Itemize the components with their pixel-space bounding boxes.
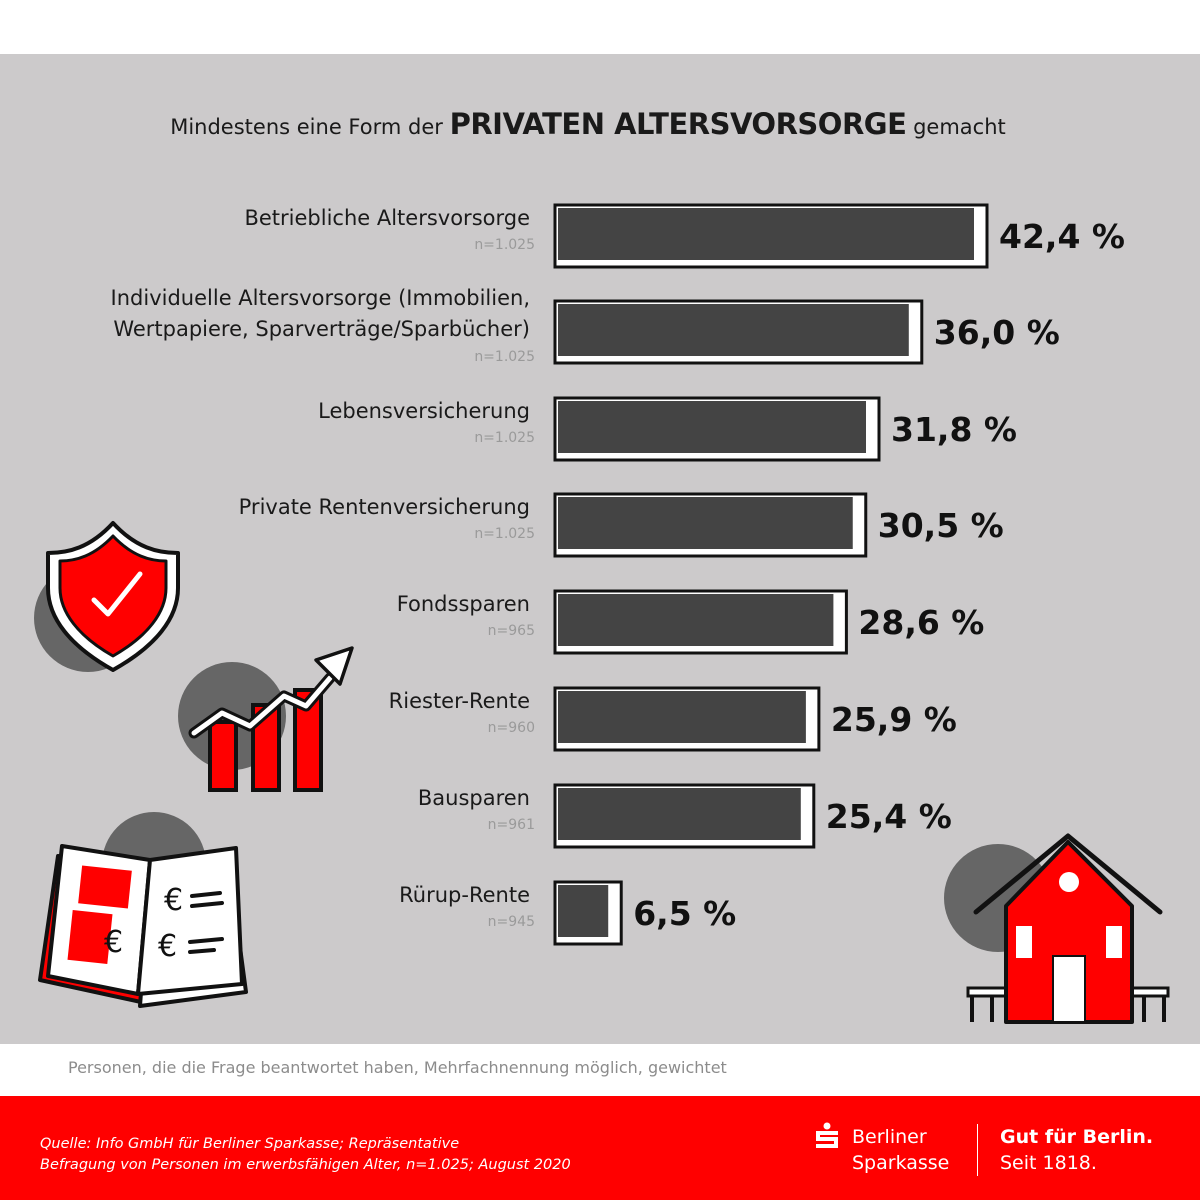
bar	[558, 208, 974, 260]
bar-group: 25,9 % Riester-Rente n=960	[389, 686, 957, 752]
house-icon	[944, 833, 1170, 1024]
svg-text:€: €	[104, 925, 123, 960]
brand-name: Berliner Sparkasse	[852, 1124, 949, 1176]
brand-line-1: Berliner	[852, 1126, 927, 1148]
footnote: Personen, die die Frage beantwortet habe…	[68, 1058, 727, 1077]
category-label: Individuelle Altersvorsorge (Immobilien,	[111, 286, 530, 310]
shield-check-icon	[34, 521, 180, 672]
bar-group: 6,5 % Rürup-Rente n=945	[399, 880, 736, 946]
category-label: Fondssparen	[397, 592, 530, 616]
svg-text:€: €	[158, 929, 177, 964]
slogan-line-2: Seit 1818.	[1000, 1152, 1097, 1174]
value-label: 25,4 %	[826, 797, 952, 836]
bar-group: 31,8 % Lebensversicherung n=1.025	[318, 396, 1017, 462]
bar-group: 36,0 % Individuelle Altersvorsorge (Immob…	[111, 286, 1060, 365]
category-label: Wertpapiere, Sparverträge/Sparbücher)	[113, 317, 530, 341]
bar-group: 30,5 % Private Rentenversicherung n=1.025	[239, 492, 1004, 558]
slogan-line-1: Gut für Berlin.	[1000, 1126, 1154, 1148]
sample-size-label: n=965	[488, 623, 535, 639]
value-label: 30,5 %	[878, 506, 1004, 545]
euro-book-icon: € € €	[38, 812, 248, 1008]
bar-group: 28,6 % Fondssparen n=965	[397, 589, 984, 655]
value-label: 42,4 %	[999, 217, 1125, 256]
bar-group: 42,4 % Betriebliche Altersvorsorge n=1.025	[244, 203, 1125, 269]
slogan: Gut für Berlin. Seit 1818.	[1000, 1124, 1153, 1176]
sample-size-label: n=961	[488, 817, 535, 833]
title-suffix: gemacht	[913, 115, 1006, 139]
title-prefix: Mindestens eine Form der	[170, 115, 443, 139]
bar	[558, 788, 801, 840]
category-label: Private Rentenversicherung	[239, 495, 530, 519]
value-label: 28,6 %	[858, 603, 984, 642]
footer-bar: Quelle: Info GmbH für Berliner Sparkasse…	[0, 1096, 1200, 1200]
category-label: Bausparen	[418, 786, 530, 810]
value-label: 25,9 %	[831, 700, 957, 739]
sparkasse-logo-icon	[816, 1122, 838, 1148]
svg-text:€: €	[164, 883, 183, 918]
bar	[558, 885, 609, 937]
category-label: Lebensversicherung	[318, 399, 530, 423]
bar	[558, 594, 834, 646]
bar	[558, 691, 806, 743]
category-label: Rürup-Rente	[399, 883, 530, 907]
bar	[558, 497, 853, 549]
bar	[558, 401, 866, 453]
sample-size-label: n=960	[488, 720, 535, 736]
sample-size-label: n=1.025	[474, 526, 535, 542]
brand-line-2: Sparkasse	[852, 1152, 950, 1174]
source-line-2: Befragung von Personen im erwerbsfähigen…	[40, 1157, 571, 1173]
value-label: 36,0 %	[934, 313, 1060, 352]
sample-size-label: n=1.025	[474, 430, 535, 446]
title-highlight: PRIVATEN ALTERSVORSORGE	[449, 107, 907, 141]
growth-chart-icon	[178, 646, 354, 792]
sample-size-label: n=1.025	[474, 349, 535, 365]
source-text: Quelle: Info GmbH für Berliner Sparkasse…	[40, 1134, 571, 1176]
category-label: Riester-Rente	[389, 689, 530, 713]
category-label: Betriebliche Altersvorsorge	[244, 206, 530, 230]
chart-title: Mindestens eine Form der PRIVATEN ALTERS…	[0, 104, 1176, 147]
footer-divider	[977, 1124, 978, 1176]
value-label: 6,5 %	[633, 894, 736, 933]
sample-size-label: n=945	[488, 914, 535, 930]
source-line-1: Quelle: Info GmbH für Berliner Sparkasse…	[40, 1136, 460, 1152]
bar	[558, 304, 909, 356]
bar-group: 25,4 % Bausparen n=961	[418, 783, 952, 849]
sample-size-label: n=1.025	[474, 237, 535, 253]
value-label: 31,8 %	[891, 410, 1017, 449]
